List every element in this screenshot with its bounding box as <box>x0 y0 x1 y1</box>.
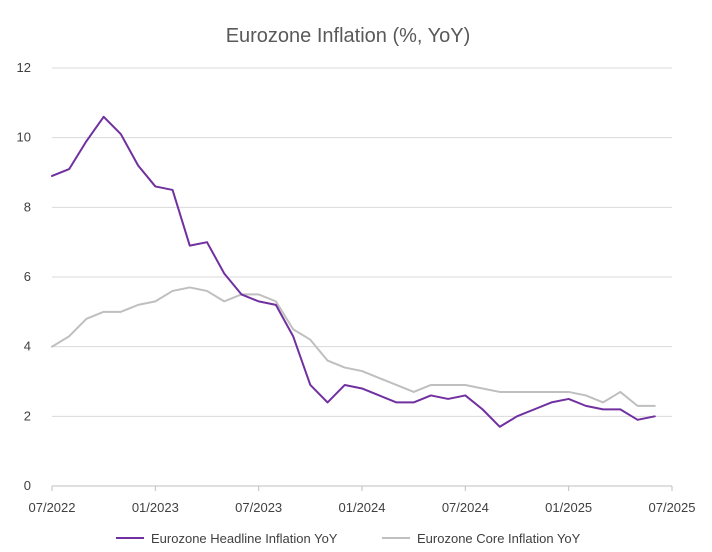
y-tick-label: 2 <box>24 408 31 423</box>
x-tick-label: 07/2022 <box>29 500 76 515</box>
y-tick-label: 8 <box>24 199 31 214</box>
x-tick-label: 01/2023 <box>132 500 179 515</box>
legend-label: Eurozone Core Inflation YoY <box>417 531 581 546</box>
x-tick-label: 07/2023 <box>235 500 282 515</box>
legend: Eurozone Headline Inflation YoY Eurozone … <box>116 531 581 546</box>
x-axis: 07/2022 01/2023 07/2023 01/2024 07/2024 01/20… <box>29 485 696 515</box>
series-line <box>51 115 656 428</box>
y-tick-label: 10 <box>17 130 31 145</box>
plot-area <box>51 115 656 428</box>
legend-label: Eurozone Headline Inflation YoY <box>151 531 338 546</box>
y-tick-label: 12 <box>17 60 31 75</box>
y-axis: 0 2 4 6 8 10 12 <box>17 60 31 493</box>
x-tick-label: 07/2024 <box>442 500 489 515</box>
gridlines <box>52 67 672 417</box>
y-tick-label: 0 <box>24 478 31 493</box>
x-tick-label: 07/2025 <box>649 500 696 515</box>
y-tick-label: 4 <box>24 339 31 354</box>
x-tick-label: 01/2025 <box>545 500 592 515</box>
chart-title: Eurozone Inflation (%, YoY) <box>226 25 471 47</box>
x-tick-label: 01/2024 <box>339 500 386 515</box>
y-tick-label: 6 <box>24 269 31 284</box>
series-line <box>51 286 656 407</box>
